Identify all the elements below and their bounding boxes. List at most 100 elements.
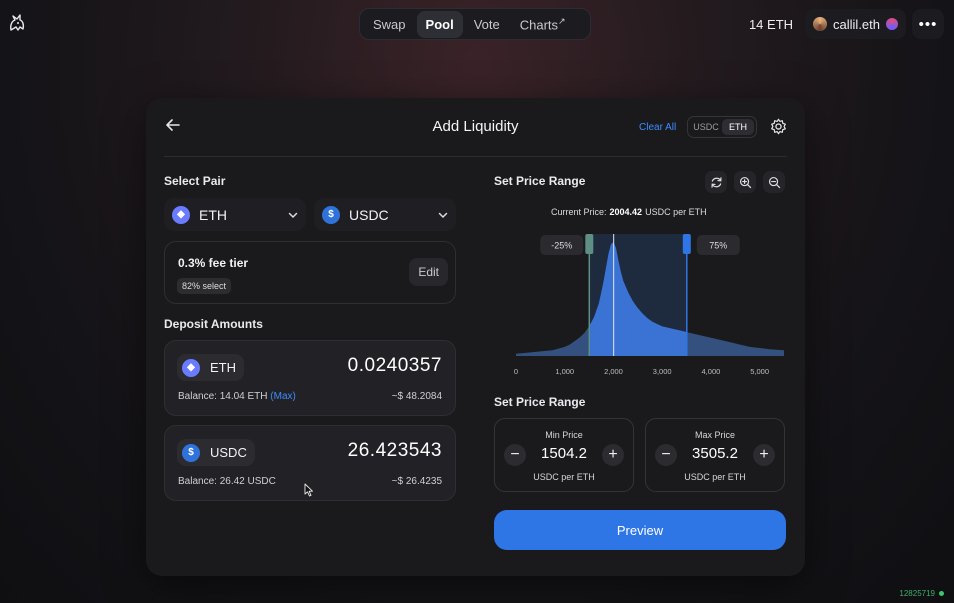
zoom-in-button[interactable]	[734, 171, 756, 193]
toggle-usdc[interactable]: USDC	[693, 122, 719, 132]
block-number-value: 12825719	[899, 589, 935, 598]
eth-deposit-box: ◆ ETH Balance: 14.04 ETH (Max) ~$ 48.208…	[164, 340, 456, 416]
refresh-icon	[710, 176, 722, 188]
chevron-down-icon	[438, 212, 448, 218]
zoom-out-button[interactable]	[763, 171, 785, 193]
usdc-deposit-token: $ USDC	[177, 439, 255, 466]
nav-charts[interactable]: Charts↗	[511, 10, 575, 38]
select-pair-label: Select Pair	[164, 174, 226, 188]
avatar-icon	[813, 17, 828, 31]
wallet-identicon-icon	[886, 18, 898, 30]
main-nav: Swap Pool Vote Charts↗	[359, 8, 591, 40]
x-tick-label: 3,000	[653, 367, 672, 376]
usdc-deposit-token-name: USDC	[210, 445, 247, 460]
max-price-increment-button[interactable]: +	[753, 444, 775, 466]
external-link-icon: ↗	[558, 15, 566, 26]
unicorn-logo-icon[interactable]	[6, 12, 28, 34]
min-price-increment-button[interactable]: +	[602, 444, 624, 466]
current-price-label: Current Price:	[551, 207, 607, 217]
current-price-value: 2004.42	[609, 207, 643, 217]
plus-icon: +	[759, 446, 769, 463]
token-a-name: ETH	[199, 206, 227, 223]
account-ens: callil.eth	[833, 16, 880, 32]
more-dots-icon: •••	[918, 15, 938, 33]
min-price-input[interactable]	[525, 445, 603, 462]
min-price-label: Min Price	[545, 430, 583, 440]
usdc-balance-text: Balance: 26.42 USDC	[178, 476, 276, 487]
header-divider	[164, 156, 787, 157]
account-area: 14 ETH callil.eth •••	[743, 9, 944, 39]
toggle-eth[interactable]: ETH	[722, 119, 754, 135]
eth-usd-value: ~$ 48.2084	[391, 391, 442, 402]
upper-percent-label: 75%	[709, 241, 727, 251]
account-button[interactable]: callil.eth	[805, 9, 906, 39]
x-tick-label: 0	[514, 367, 518, 376]
fee-tier-box: 0.3% fee tier 82% select Edit	[164, 241, 456, 304]
eth-balance-text: Balance: 14.04 ETH (Max)	[178, 391, 296, 402]
usdc-icon: $	[182, 443, 200, 462]
edit-fee-button[interactable]: Edit	[409, 258, 448, 286]
token-a-select[interactable]: ◆ ETH	[164, 198, 306, 231]
fee-tier-title: 0.3% fee tier	[178, 256, 249, 270]
nav-swap[interactable]: Swap	[373, 16, 406, 32]
back-arrow-icon[interactable]	[164, 116, 182, 134]
x-tick-label: 5,000	[750, 367, 769, 376]
liquidity-chart[interactable]: -25% 75% 0 1,000 2,000 3,000 4,000 5,000	[494, 230, 794, 380]
token-b-select[interactable]: $ USDC	[314, 198, 456, 231]
max-price-handle	[682, 234, 691, 254]
eth-deposit-token: ◆ ETH	[177, 354, 244, 381]
add-liquidity-panel: Add Liquidity Clear All USDC ETH Select …	[146, 98, 805, 576]
x-tick-label: 1,000	[555, 367, 574, 376]
token-b-name: USDC	[349, 206, 389, 223]
max-price-box: Max Price − + USDC per ETH	[645, 418, 785, 492]
x-tick-label: 4,000	[702, 367, 721, 376]
eth-amount-input[interactable]	[292, 355, 442, 377]
deposit-amounts-label: Deposit Amounts	[164, 317, 263, 331]
lower-percent-badge	[540, 235, 584, 255]
max-button[interactable]: (Max)	[270, 391, 296, 402]
min-price-box: Min Price − + USDC per ETH	[494, 418, 634, 492]
eth-balance[interactable]: 14 ETH	[748, 16, 794, 32]
x-tick-label: 2,000	[604, 367, 623, 376]
reset-range-button[interactable]	[705, 171, 727, 193]
max-price-decrement-button[interactable]: −	[655, 444, 677, 466]
max-price-unit: USDC per ETH	[684, 472, 746, 482]
max-price-input[interactable]	[676, 445, 754, 462]
eth-balance-label: Balance: 14.04 ETH	[178, 391, 268, 402]
usdc-usd-value: ~$ 26.4235	[391, 476, 442, 487]
chevron-down-icon	[288, 212, 298, 218]
eth-icon: ◆	[172, 205, 190, 224]
nav-charts-label: Charts	[519, 17, 559, 33]
fee-select-badge: 82% select	[177, 278, 232, 294]
eth-icon: ◆	[182, 358, 200, 377]
eth-deposit-token-name: ETH	[210, 360, 236, 375]
page-title: Add Liquidity	[432, 118, 519, 135]
minus-icon: −	[510, 446, 520, 463]
status-dot-icon	[939, 591, 944, 596]
usdc-icon: $	[322, 205, 340, 224]
nav-pool[interactable]: Pool	[416, 10, 463, 38]
mouse-cursor-icon	[304, 483, 313, 497]
nav-vote[interactable]: Vote	[473, 16, 500, 32]
more-options-button[interactable]: •••	[912, 9, 944, 39]
plus-icon: +	[608, 446, 618, 463]
current-price: Current Price: 2004.42 USDC per ETH	[551, 207, 707, 217]
upper-percent-badge	[696, 235, 740, 255]
usdc-amount-input[interactable]	[292, 440, 442, 462]
current-price-unit: USDC per ETH	[645, 207, 707, 217]
lower-percent-label: -25%	[551, 241, 572, 251]
zoom-out-icon	[768, 176, 780, 188]
set-price-range-section-label: Set Price Range	[494, 395, 586, 409]
minus-icon: −	[661, 446, 671, 463]
set-price-range-label: Set Price Range	[494, 174, 586, 188]
zoom-in-icon	[739, 176, 751, 188]
preview-button[interactable]: Preview	[494, 510, 786, 550]
min-price-decrement-button[interactable]: −	[504, 444, 526, 466]
currency-toggle[interactable]: USDC ETH	[687, 116, 757, 138]
gear-icon[interactable]	[770, 118, 787, 135]
min-price-handle	[585, 234, 594, 254]
clear-all-button[interactable]: Clear All	[639, 122, 677, 133]
block-number: 12825719	[899, 589, 944, 598]
min-price-unit: USDC per ETH	[533, 472, 595, 482]
max-price-label: Max Price	[694, 430, 735, 440]
